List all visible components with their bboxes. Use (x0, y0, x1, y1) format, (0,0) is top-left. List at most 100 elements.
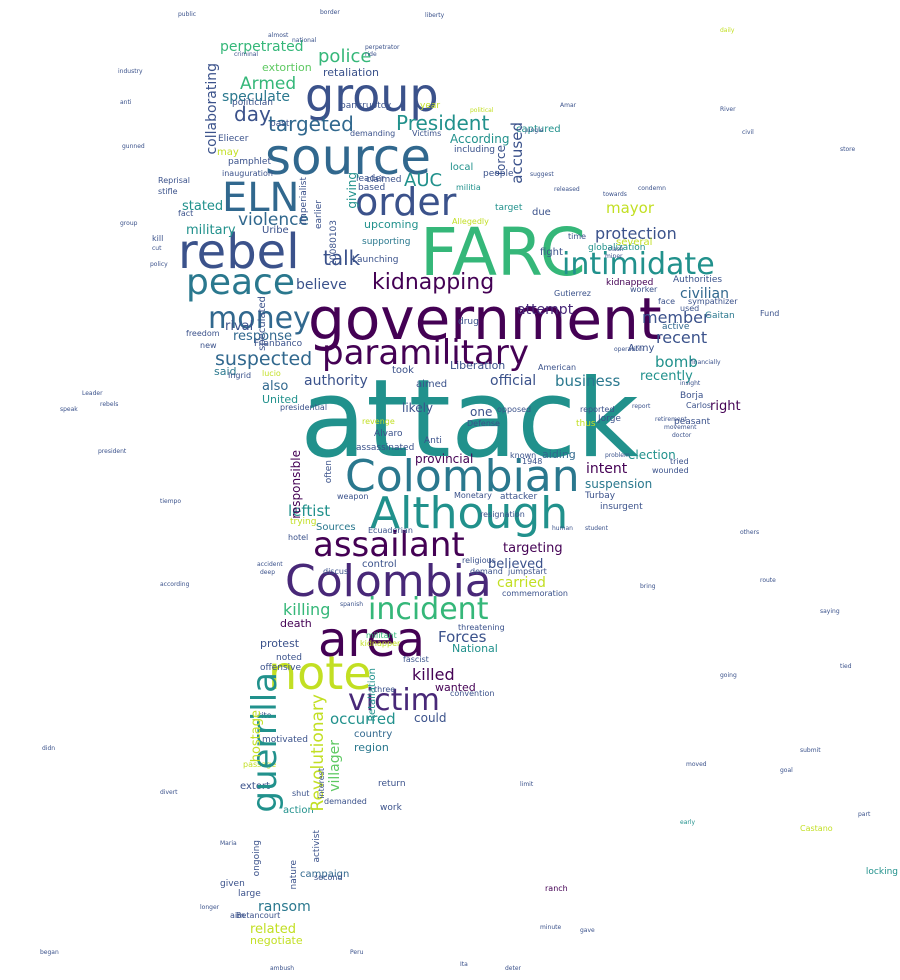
cloud-word: mayor (606, 199, 655, 217)
cloud-word: upcoming (364, 218, 419, 231)
cloud-word: past (270, 119, 290, 129)
cloud-word: resignation (480, 510, 525, 519)
cloud-word: stated (182, 199, 224, 214)
cloud-word: suspension (585, 477, 653, 491)
cloud-word: violence (238, 210, 309, 230)
cloud-word: rebel (178, 224, 300, 280)
cloud-word: deep (260, 569, 275, 576)
cloud-word: earlier (314, 200, 324, 229)
cloud-word: civil (742, 129, 754, 136)
cloud-word: United (262, 393, 299, 406)
cloud-word: Filanbanco (254, 339, 303, 349)
cloud-word: sympathizer (688, 297, 738, 306)
cloud-word: nature (289, 860, 299, 890)
cloud-word: Jorge (598, 414, 621, 424)
cloud-word: problem (605, 452, 630, 459)
cloud-word: attack (300, 357, 639, 482)
cloud-word: campaign (300, 869, 350, 880)
cloud-word: responsible (289, 450, 303, 519)
cloud-word: according (160, 581, 190, 588)
cloud-word: report (632, 403, 651, 410)
cloud-word: peasant (674, 417, 711, 427)
cloud-word: 1948 (522, 457, 543, 466)
cloud-word: divert (160, 789, 178, 796)
cloud-word: region (354, 741, 389, 754)
cloud-word: bankruptcy (340, 101, 392, 111)
cloud-word: people (483, 169, 514, 179)
cloud-word: retaliation (323, 66, 380, 79)
cloud-word: pamphlet (228, 157, 271, 167)
cloud-word: suggest (530, 171, 554, 178)
cloud-word: police (318, 46, 372, 67)
cloud-word: financially (690, 359, 721, 366)
cloud-word: lucio (262, 369, 281, 378)
cloud-word: part (858, 811, 871, 818)
cloud-word: attempt (517, 302, 574, 318)
cloud-word: Ita (460, 961, 468, 968)
cloud-word: inauguration (222, 169, 273, 178)
cloud-word: said (214, 365, 237, 378)
cloud-word: public (178, 11, 197, 18)
cloud-word: trying (290, 517, 317, 527)
cloud-word: one (470, 405, 493, 419)
cloud-word: time (568, 232, 587, 241)
cloud-word: attacker (500, 492, 538, 502)
cloud-word: also (262, 379, 289, 394)
cloud-word: targeting (503, 541, 563, 556)
cloud-word: gunned (122, 143, 145, 150)
cloud-word: retirement (655, 416, 687, 423)
cloud-word: President (396, 111, 490, 135)
cloud-word: insurgent (600, 502, 643, 512)
cloud-word: target (495, 203, 523, 213)
cloud-word: religious (462, 556, 496, 565)
cloud-word: giving (345, 172, 359, 209)
cloud-word: assassinated (356, 443, 415, 453)
cloud-word: killing (283, 600, 331, 619)
cloud-word: going (720, 672, 737, 679)
cloud-word: saying (820, 608, 840, 615)
cloud-word: incident (368, 592, 489, 627)
cloud-word: money (208, 301, 311, 336)
cloud-word: commemoration (502, 589, 569, 598)
cloud-word: source (265, 128, 432, 186)
cloud-word: speculate (222, 89, 290, 105)
cloud-word: demand (470, 567, 503, 576)
cloud-word: government (308, 285, 662, 353)
cloud-word: several (616, 237, 653, 248)
cloud-word: Armed (240, 74, 297, 94)
cloud-word: rite (258, 711, 272, 720)
cloud-word: hostage (249, 710, 264, 763)
cloud-word: targeted (268, 112, 354, 136)
cloud-word: given (220, 879, 245, 889)
cloud-word: National (452, 642, 498, 655)
cloud-word: kidnapped (606, 278, 654, 288)
cloud-word: Reprisal (158, 176, 191, 185)
cloud-word: captured (516, 124, 561, 135)
cloud-word: note (268, 646, 372, 700)
cloud-word: convention (450, 689, 495, 698)
cloud-word: Colombia (285, 556, 492, 607)
cloud-word: criminal (234, 51, 259, 58)
cloud-word: drug (458, 317, 479, 327)
cloud-word: ride (365, 51, 377, 58)
cloud-word: aimed (416, 379, 448, 390)
cloud-word: rival (225, 319, 254, 334)
cloud-word: interest (317, 768, 326, 799)
cloud-word: Authorities (673, 275, 723, 285)
cloud-word: militia (456, 183, 481, 192)
cloud-word: group (120, 220, 138, 227)
cloud-word: began (40, 949, 59, 956)
cloud-word: reported (580, 405, 615, 414)
cloud-word: intimidate (562, 247, 715, 282)
cloud-word: local (450, 162, 474, 173)
cloud-word: suspected (215, 348, 313, 370)
cloud-word: supporting (362, 237, 411, 247)
cloud-word: Monetary (454, 491, 492, 500)
cloud-word: leader (356, 174, 385, 184)
cloud-word: rebels (100, 401, 119, 408)
cloud-word: didn (42, 745, 56, 752)
cloud-word: Gutierrez (554, 289, 591, 298)
cloud-word: used (680, 304, 700, 313)
cloud-word: took (392, 365, 414, 376)
cloud-word: face (658, 297, 676, 306)
